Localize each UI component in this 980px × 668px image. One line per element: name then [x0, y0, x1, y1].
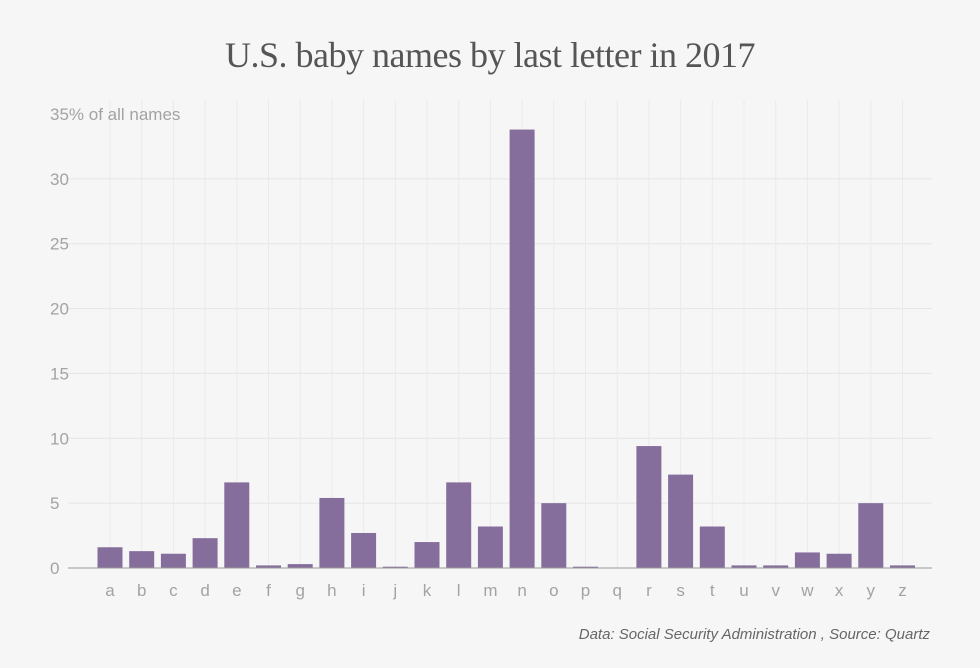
bar-o — [541, 503, 567, 568]
x-tick-label: u — [739, 581, 748, 600]
bar-j — [382, 566, 408, 568]
x-tick-label: h — [327, 581, 336, 600]
bar-s — [668, 474, 694, 568]
x-tick-label: b — [137, 581, 146, 600]
x-tick-label: k — [423, 581, 432, 600]
x-tick-label: a — [105, 581, 115, 600]
chart-title: U.S. baby names by last letter in 2017 — [225, 35, 755, 75]
y-tick-label: 5 — [50, 494, 59, 513]
x-tick-label: j — [392, 581, 397, 600]
x-tick-label: p — [581, 581, 590, 600]
x-tick-label: i — [362, 581, 366, 600]
x-tick-label: m — [483, 581, 497, 600]
bar-r — [636, 446, 662, 568]
bar-n — [509, 129, 535, 568]
x-tick-label: s — [676, 581, 685, 600]
x-tick-label: d — [200, 581, 209, 600]
x-tick-label: q — [612, 581, 621, 600]
x-tick-label: g — [295, 581, 304, 600]
y-tick-label: 25 — [50, 235, 69, 254]
y-tick-label: 15 — [50, 364, 69, 383]
bar-d — [192, 538, 218, 568]
bar-c — [160, 553, 186, 568]
bar-u — [731, 565, 757, 568]
bar-z — [890, 565, 915, 568]
bar-h — [319, 497, 345, 568]
x-tick-label: z — [898, 581, 907, 600]
bar-x — [826, 553, 852, 568]
bar-m — [477, 526, 503, 568]
bar-v — [763, 565, 789, 568]
bar-p — [573, 566, 598, 568]
x-tick-label: c — [169, 581, 178, 600]
bar-f — [256, 565, 281, 568]
bar-y — [858, 503, 884, 568]
x-tick-label: x — [835, 581, 844, 600]
bar-k — [414, 542, 440, 568]
bar-a — [97, 547, 123, 568]
x-tick-label: e — [232, 581, 241, 600]
bar-l — [446, 482, 472, 568]
y-tick-label: 20 — [50, 300, 69, 319]
x-tick-label: r — [646, 581, 652, 600]
x-tick-label: f — [266, 581, 271, 600]
bar-t — [699, 526, 725, 568]
x-tick-label: n — [517, 581, 526, 600]
x-tick-label: v — [771, 581, 780, 600]
bar-g — [287, 564, 313, 568]
x-tick-label: w — [800, 581, 814, 600]
x-tick-label: t — [710, 581, 715, 600]
x-tick-label: l — [457, 581, 461, 600]
bar-w — [794, 552, 820, 568]
y-tick-label: 30 — [50, 170, 69, 189]
bar-b — [129, 551, 155, 568]
x-tick-label: o — [549, 581, 558, 600]
bar-i — [351, 532, 377, 568]
y-tick-label: 35% of all names — [50, 105, 180, 124]
source-note: Data: Social Security Administration , S… — [578, 626, 930, 643]
bar-e — [224, 482, 250, 568]
y-tick-label: 10 — [50, 429, 69, 448]
x-tick-label: y — [867, 581, 876, 600]
y-tick-label: 0 — [50, 559, 59, 578]
